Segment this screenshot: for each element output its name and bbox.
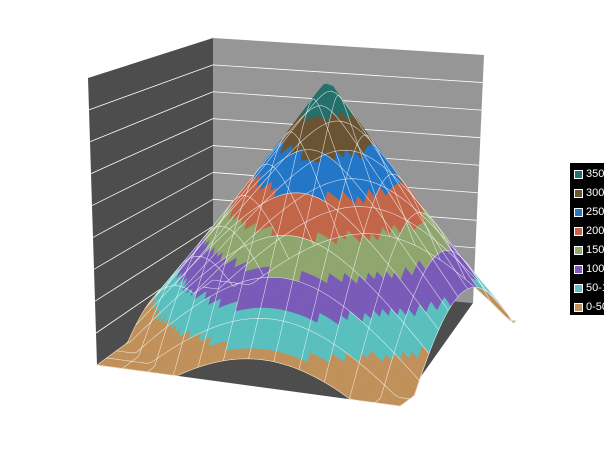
side-wall-gridline xyxy=(92,172,214,238)
legend-label: 200-250 xyxy=(586,225,604,237)
legend-label: 250-300 xyxy=(586,206,604,218)
back-wall-gridline xyxy=(212,64,483,83)
legend-swatch xyxy=(574,303,583,312)
legend-swatch xyxy=(574,227,583,236)
legend-entry: 150-200 xyxy=(570,241,604,260)
side-wall-gridline xyxy=(88,64,214,111)
legend-entry: 200-250 xyxy=(570,222,604,241)
mesh-line-v xyxy=(374,250,492,403)
legend-entry: 350-400 xyxy=(570,165,604,184)
mesh-line-u xyxy=(212,233,517,322)
back-wall-gridline xyxy=(212,91,482,111)
mesh-line-v xyxy=(399,286,517,407)
mesh-line-u xyxy=(193,178,497,301)
legend: 350-400 300-350 250-300 200-250 150-200 100-1… xyxy=(570,163,604,315)
legend-entry: 300-350 xyxy=(570,184,604,203)
legend-swatch xyxy=(574,246,583,255)
side-wall-gridline xyxy=(90,118,214,175)
side-wall-gridline xyxy=(89,91,214,143)
legend-entry: 250-300 xyxy=(570,203,604,222)
legend-entry: 0-50 xyxy=(570,298,604,315)
legend-label: 0-50 xyxy=(586,301,604,313)
legend-label: 100-150 xyxy=(586,263,604,275)
legend-swatch xyxy=(574,208,583,217)
legend-swatch xyxy=(574,170,583,179)
legend-label: 300-350 xyxy=(586,187,604,199)
legend-swatch xyxy=(574,284,583,293)
surface-plot xyxy=(96,83,517,407)
legend-swatch xyxy=(574,189,583,198)
legend-entry: 50-100 xyxy=(570,279,604,298)
mesh-line-u xyxy=(203,206,507,313)
side-wall-gridline xyxy=(93,198,214,270)
side-wall-gridline xyxy=(94,225,214,302)
legend-label: 350-400 xyxy=(586,168,604,180)
legend-swatch xyxy=(574,265,583,274)
legend-label: 50-100 xyxy=(586,282,604,294)
legend-label: 150-200 xyxy=(586,244,604,256)
legend-entry: 100-150 xyxy=(570,260,604,279)
side-wall-gridline xyxy=(91,145,214,206)
